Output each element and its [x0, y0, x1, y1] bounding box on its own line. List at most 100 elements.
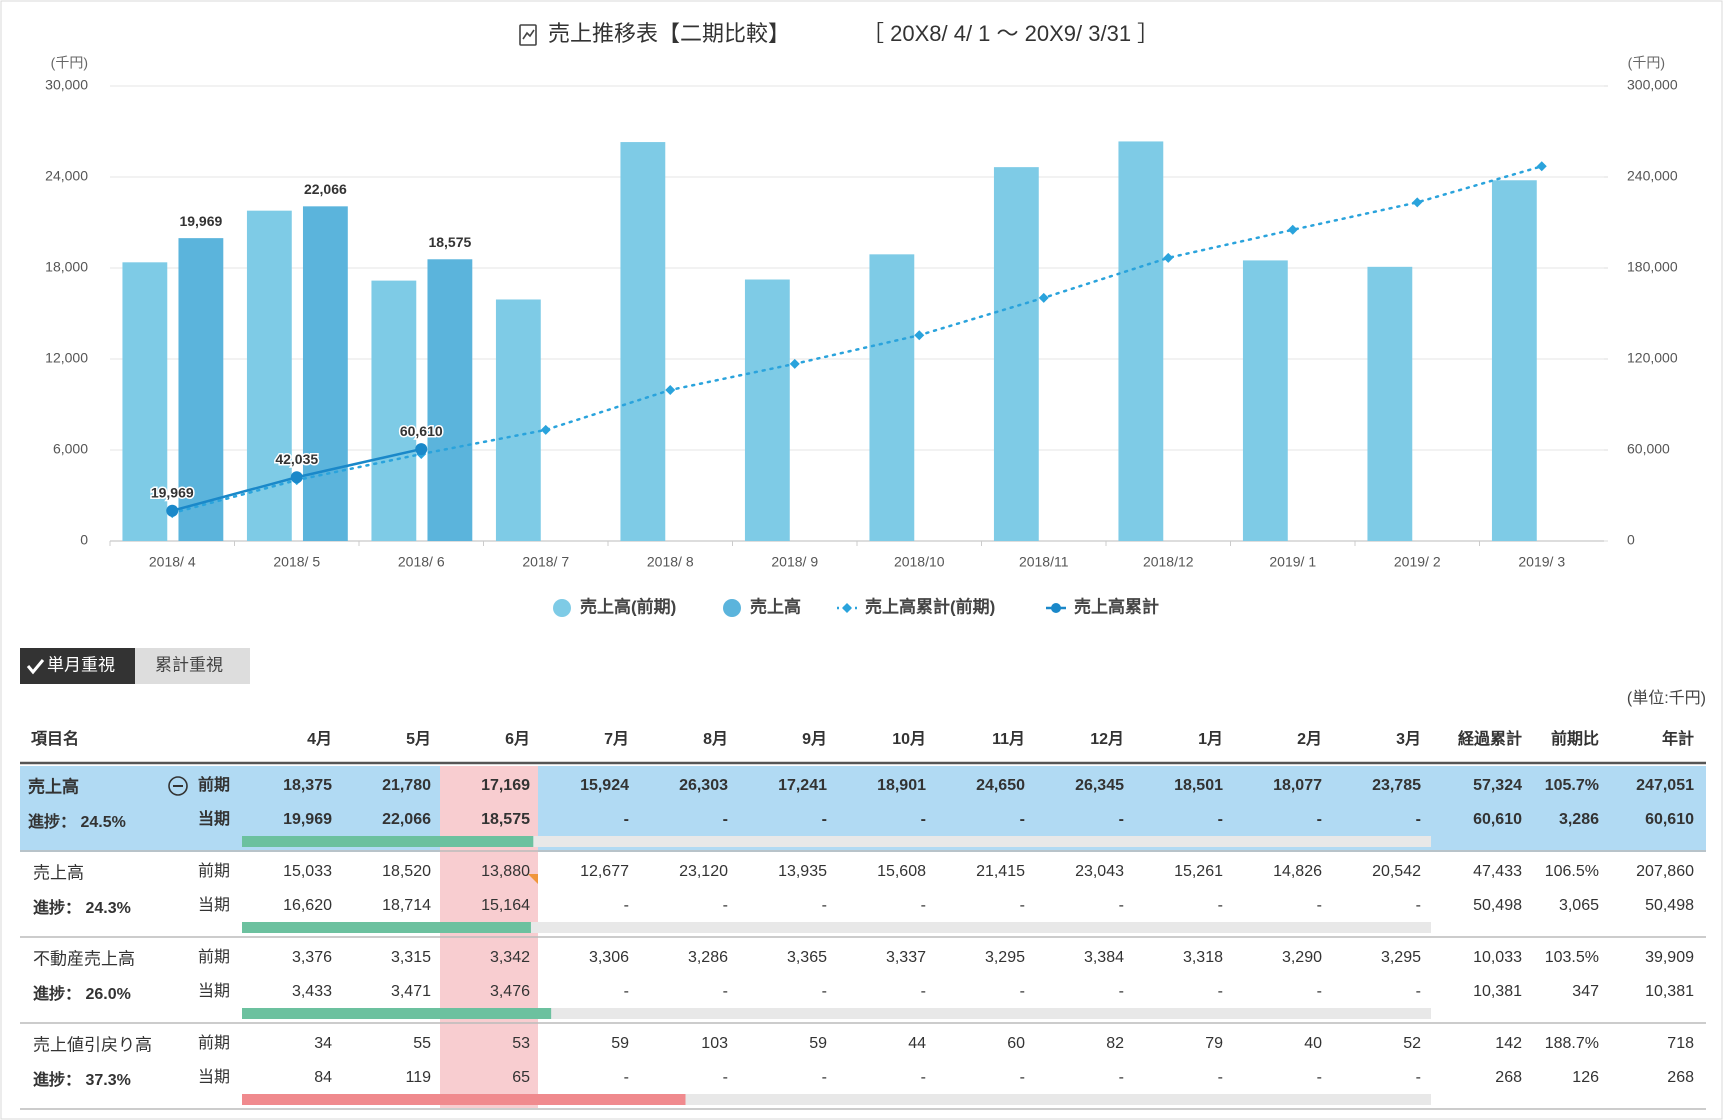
table-header: 経過累計	[1458, 729, 1522, 748]
y2-tick-label: 300,000	[1627, 77, 1678, 93]
cell: 3,306	[589, 949, 629, 966]
y2-unit: (千円)	[1628, 55, 1665, 71]
cell: 10,033	[1473, 949, 1522, 966]
data-label: 22,066	[304, 181, 347, 197]
cell: -	[1119, 897, 1124, 914]
cell: 3,337	[886, 949, 926, 966]
cell: 14,826	[1273, 863, 1322, 880]
row-label: 当期	[198, 809, 230, 828]
cell: -	[624, 983, 629, 1000]
progress-bar	[242, 1008, 552, 1019]
legend-label: 売上高(前期)	[580, 596, 676, 616]
bar	[246, 210, 292, 542]
cell: -	[723, 811, 728, 828]
progress-text: 進捗： 24.5%	[28, 812, 126, 831]
progress-track	[242, 1094, 1431, 1105]
table-header: 6月	[505, 730, 530, 748]
cell: -	[1317, 897, 1322, 914]
cell: 18,575	[481, 811, 530, 828]
cell: 3,295	[1381, 949, 1421, 966]
table-header: 5月	[406, 730, 431, 748]
cell: -	[822, 897, 827, 914]
cell: 84	[314, 1069, 332, 1086]
cell: 50,498	[1473, 897, 1522, 914]
note-marker	[528, 874, 538, 884]
cell: -	[624, 1069, 629, 1086]
x-tick-label: 2019/ 2	[1394, 554, 1441, 570]
marker	[1412, 197, 1423, 208]
cell: 53	[512, 1035, 530, 1052]
cell: 3,342	[490, 949, 530, 966]
row-label: 前期	[198, 862, 230, 880]
legend-label: 売上高累計	[1074, 596, 1159, 616]
legend-swatch	[842, 603, 852, 613]
y2-tick-label: 240,000	[1627, 168, 1678, 184]
cell: -	[1020, 1069, 1025, 1086]
cell: 18,714	[382, 897, 431, 914]
cell: -	[1317, 1069, 1322, 1086]
cell: -	[921, 983, 926, 1000]
cell: 15,033	[283, 863, 332, 880]
cell: 23,120	[679, 863, 728, 880]
x-tick-label: 2018/10	[894, 554, 945, 570]
cell: 17,169	[481, 777, 530, 794]
marker	[290, 471, 303, 484]
table-header: 年計	[1662, 729, 1694, 748]
data-label: 60,610	[400, 423, 443, 439]
cell: 119	[405, 1069, 431, 1086]
x-tick-label: 2018/ 5	[273, 554, 320, 570]
table-header: 12月	[1090, 730, 1124, 748]
cell: 26,345	[1075, 777, 1124, 794]
cell: 268	[1667, 1069, 1694, 1086]
row-label: 当期	[198, 1068, 230, 1086]
cell: 103	[701, 1035, 728, 1052]
cell: 52	[1403, 1035, 1421, 1052]
row-label: 前期	[198, 948, 230, 966]
table-header: 前期比	[1551, 729, 1599, 748]
cell: -	[1119, 811, 1124, 828]
cell: 57,324	[1473, 777, 1522, 794]
cell: 3,476	[490, 983, 530, 1000]
cell: 13,935	[778, 863, 827, 880]
x-tick-label: 2019/ 3	[1518, 554, 1565, 570]
cell: 44	[908, 1035, 926, 1052]
progress-bar	[242, 922, 531, 933]
cell: 19,969	[283, 811, 332, 828]
cell: 188.7%	[1545, 1035, 1599, 1052]
cell: -	[1416, 811, 1421, 828]
cell: 103.5%	[1545, 949, 1599, 966]
bar	[744, 279, 790, 541]
cell: -	[822, 1069, 827, 1086]
table-header: 11月	[992, 730, 1025, 748]
y2-tick-label: 180,000	[1627, 259, 1678, 275]
y-tick-label: 30,000	[45, 77, 88, 93]
cell: -	[822, 983, 827, 1000]
data-label: 42,035	[275, 451, 318, 467]
cell: 3,471	[391, 983, 431, 1000]
marker	[1163, 252, 1174, 263]
cell: 3,433	[292, 983, 332, 1000]
cell: -	[921, 811, 926, 828]
cell: 18,375	[283, 777, 332, 794]
chart-title: 売上推移表【二期比較】	[548, 21, 790, 46]
cell: 15,924	[580, 777, 629, 794]
cell: -	[1317, 983, 1322, 1000]
cell: 23,043	[1075, 863, 1124, 880]
bar	[495, 299, 541, 541]
cell: 26,303	[679, 777, 728, 794]
bar	[427, 259, 473, 541]
cell: 60,610	[1645, 811, 1694, 828]
cell: 18,501	[1174, 777, 1223, 794]
cell: -	[1020, 897, 1025, 914]
chart-period: ［ 20X8/ 4/ 1 ～ 20X9/ 3/31 ］	[862, 21, 1159, 46]
cell: 3,384	[1084, 949, 1124, 966]
collapse-icon[interactable]	[168, 776, 188, 796]
cell: 22,066	[382, 811, 431, 828]
bar	[1491, 180, 1537, 541]
cell: -	[624, 897, 629, 914]
cell: 347	[1572, 983, 1599, 1000]
marker	[789, 358, 800, 369]
tab[interactable]	[135, 648, 250, 684]
cell: -	[1020, 811, 1025, 828]
cell: 59	[809, 1035, 827, 1052]
